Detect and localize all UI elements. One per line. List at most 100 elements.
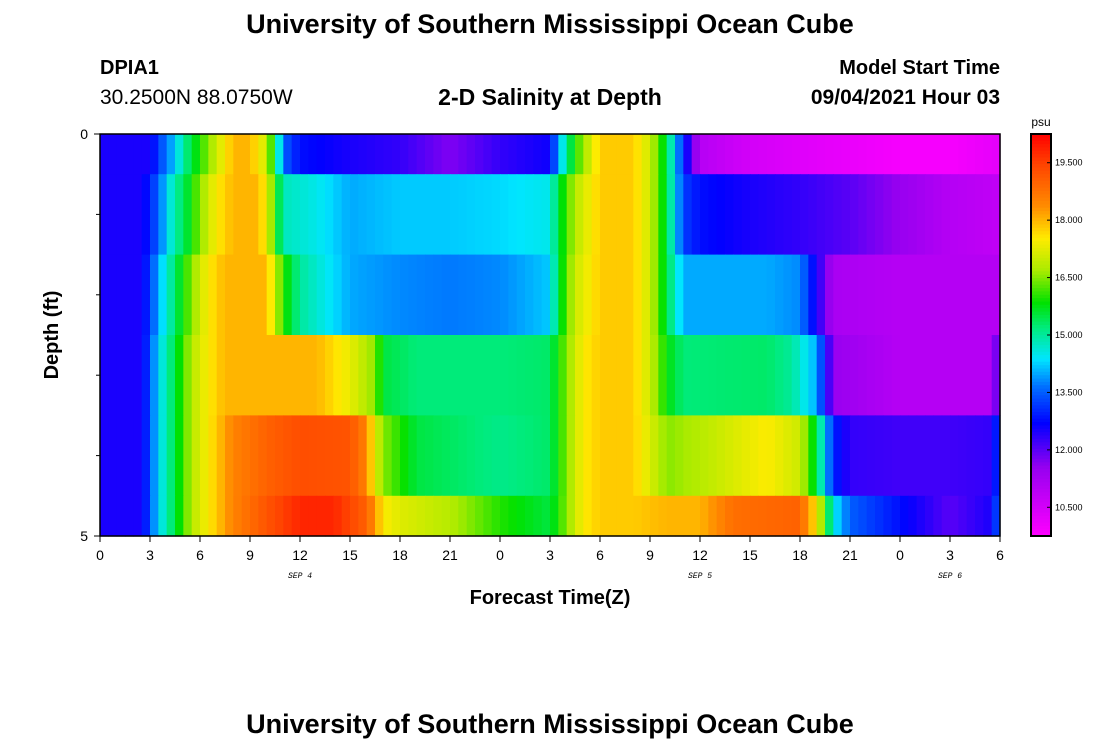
colorbar-swatch <box>1031 187 1051 192</box>
heatmap-cell-layer-0 <box>450 134 459 175</box>
heatmap-cell-layer-1 <box>700 174 709 256</box>
heatmap-cell-layer-2 <box>408 254 418 336</box>
heatmap-cell-layer-2 <box>541 254 551 336</box>
colorbar-swatch <box>1031 318 1051 323</box>
heatmap-cell-layer-5 <box>366 495 376 537</box>
heatmap-cell-layer-5 <box>525 495 534 537</box>
heatmap-cell-layer-0 <box>566 134 576 175</box>
heatmap-cell-layer-5 <box>258 495 268 537</box>
heatmap-cell-layer-4 <box>558 415 568 497</box>
station-id: DPIA1 <box>100 57 159 79</box>
colorbar-swatch <box>1031 160 1051 165</box>
heatmap-cell-layer-0 <box>308 134 318 175</box>
heatmap-cell-layer-2 <box>475 254 484 336</box>
heatmap-cell-layer-4 <box>950 415 959 497</box>
y-tick-label: 0 <box>80 126 88 142</box>
heatmap-cell-layer-1 <box>825 174 834 256</box>
heatmap-cell-layer-3 <box>550 335 559 416</box>
heatmap-cell-layer-3 <box>316 335 326 416</box>
heatmap-cell-layer-0 <box>733 134 743 175</box>
colorbar-swatch <box>1031 458 1051 463</box>
colorbar-swatch <box>1031 284 1051 289</box>
heatmap-cell-layer-5 <box>391 495 401 537</box>
heatmap-cell-layer-1 <box>208 174 218 256</box>
colorbar-swatch <box>1031 428 1051 433</box>
heatmap-cell-layer-0 <box>291 134 301 175</box>
colorbar-swatch <box>1031 405 1051 410</box>
heatmap-cell-layer-1 <box>791 174 801 256</box>
heatmap-cell-layer-3 <box>733 335 743 416</box>
heatmap-cell-layer-4 <box>783 415 793 497</box>
heatmap-cell-layer-0 <box>550 134 559 175</box>
heatmap-cell-layer-1 <box>850 174 859 256</box>
colorbar-swatch <box>1031 448 1051 453</box>
heatmap-cell-layer-0 <box>941 134 951 175</box>
heatmap-cell-layer-4 <box>725 415 734 497</box>
colorbar-swatch <box>1031 227 1051 232</box>
heatmap-cell-layer-0 <box>225 134 234 175</box>
heatmap-cell-layer-3 <box>883 335 893 416</box>
heatmap-cell-layer-4 <box>683 415 693 497</box>
heatmap-cell-layer-0 <box>475 134 484 175</box>
heatmap-cell-layer-2 <box>775 254 784 336</box>
heatmap-cell-layer-1 <box>325 174 334 256</box>
heatmap-cell-layer-4 <box>675 415 684 497</box>
colorbar-swatch <box>1031 519 1051 524</box>
heatmap-cell-layer-5 <box>266 495 276 537</box>
heatmap-cell-layer-0 <box>750 134 759 175</box>
heatmap-cell-layer-3 <box>925 335 934 416</box>
heatmap-cell-layer-3 <box>391 335 401 416</box>
heatmap-cell-layer-4 <box>966 415 976 497</box>
heatmap-cell-layer-2 <box>758 254 768 336</box>
heatmap-cell-layer-3 <box>383 335 393 416</box>
heatmap-cell-layer-4 <box>400 415 409 497</box>
heatmap-cell-layer-5 <box>566 495 576 537</box>
heatmap-cell-layer-5 <box>458 495 468 537</box>
heatmap-cell-layer-5 <box>858 495 868 537</box>
heatmap-cell-layer-5 <box>283 495 293 537</box>
heatmap-cell-layer-5 <box>516 495 526 537</box>
heatmap-cell-layer-1 <box>583 174 593 256</box>
heatmap-cell-layer-4 <box>233 415 243 497</box>
heatmap-cell-layer-4 <box>983 415 993 497</box>
colorbar-swatch <box>1031 224 1051 229</box>
heatmap-cell-layer-5 <box>241 495 251 537</box>
heatmap-cell-layer-3 <box>266 335 276 416</box>
heatmap-cell-layer-0 <box>441 134 451 175</box>
heatmap-cell-layer-2 <box>825 254 834 336</box>
heatmap-cell-layer-5 <box>608 495 618 537</box>
heatmap-cell-layer-3 <box>625 335 634 416</box>
heatmap-cell-layer-4 <box>608 415 618 497</box>
colorbar-tick-label: 12.000 <box>1055 445 1083 455</box>
heatmap-cell-layer-0 <box>300 134 309 175</box>
heatmap-cell-layer-2 <box>750 254 759 336</box>
heatmap-cell-layer-3 <box>658 335 668 416</box>
heatmap-cell-layer-0 <box>116 134 126 175</box>
heatmap-cell-layer-0 <box>625 134 634 175</box>
heatmap-cell-layer-1 <box>650 174 659 256</box>
colorbar-swatch <box>1031 385 1051 390</box>
heatmap-cell-layer-2 <box>208 254 218 336</box>
colorbar-swatch <box>1031 368 1051 373</box>
heatmap-cell-layer-4 <box>483 415 493 497</box>
heatmap-cell-layer-3 <box>833 335 843 416</box>
heatmap-cell-layer-2 <box>358 254 368 336</box>
heatmap-cell-layer-5 <box>408 495 418 537</box>
heatmap-cell-layer-5 <box>500 495 509 537</box>
heatmap-cell-layer-4 <box>250 415 259 497</box>
heatmap-cell-layer-3 <box>433 335 443 416</box>
x-tick-label: 3 <box>946 547 954 563</box>
y-tick-label: 5 <box>80 528 88 544</box>
heatmap-cell-layer-0 <box>541 134 551 175</box>
heatmap-cell-layer-0 <box>891 134 901 175</box>
heatmap-cell-layer-2 <box>591 254 601 336</box>
heatmap-cell-layer-5 <box>558 495 568 537</box>
heatmap-cell-layer-1 <box>216 174 226 256</box>
heatmap-cell-layer-3 <box>933 335 943 416</box>
colorbar-swatch <box>1031 291 1051 296</box>
heatmap-cell-layer-3 <box>200 335 209 416</box>
colorbar-swatch <box>1031 469 1051 473</box>
date-label: SEP 6 <box>938 572 962 581</box>
heatmap-cell-layer-1 <box>833 174 843 256</box>
heatmap-cell-layer-4 <box>516 415 526 497</box>
